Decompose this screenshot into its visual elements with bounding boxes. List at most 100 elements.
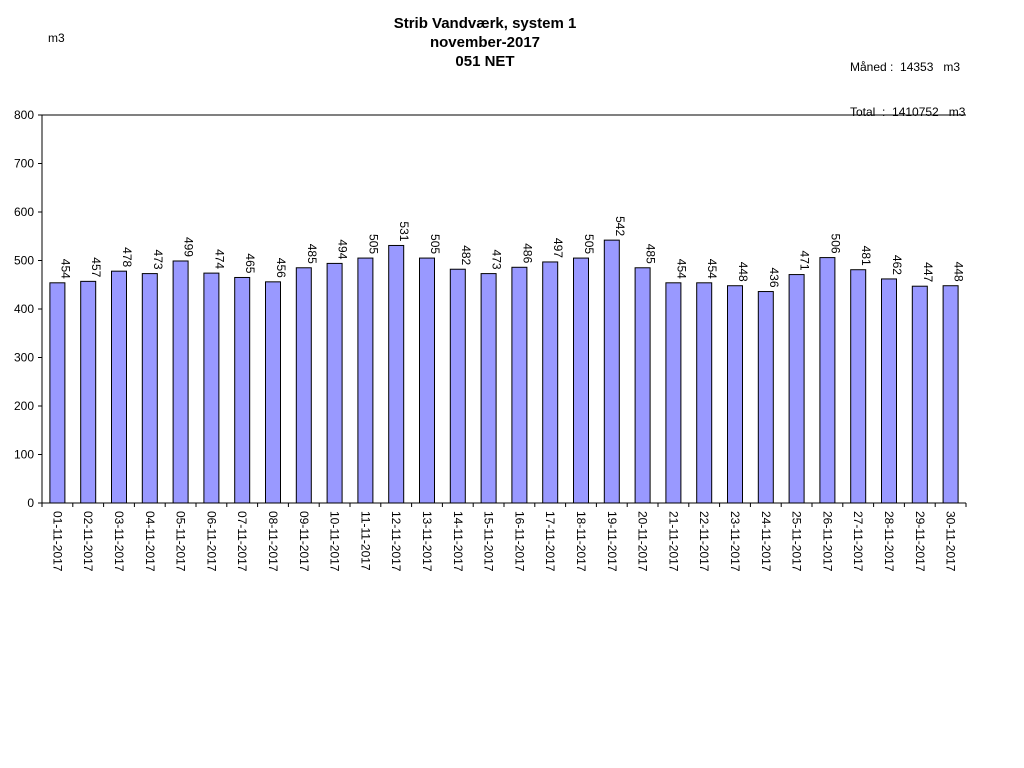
- bar: [788, 274, 805, 504]
- x-tick-label: 04-11-2017: [143, 511, 157, 572]
- bar: [419, 257, 435, 504]
- y-tick-label: 700: [14, 157, 34, 171]
- bar: [696, 282, 713, 504]
- bar: [727, 285, 743, 504]
- bar: [819, 257, 836, 504]
- bar: [634, 267, 651, 504]
- bar-value-label: 473: [151, 250, 165, 270]
- bar-value-label: 506: [828, 234, 842, 254]
- bar-value-label: 505: [428, 234, 442, 254]
- bar: [850, 269, 867, 504]
- y-tick-label: 0: [27, 496, 34, 510]
- bar-value-label: 465: [243, 253, 257, 273]
- y-axis-unit-label: m3: [48, 31, 65, 45]
- bar-value-label: 457: [89, 257, 103, 277]
- bar: [295, 267, 312, 504]
- bar: [80, 280, 97, 504]
- x-tick-label: 25-11-2017: [790, 511, 804, 572]
- x-tick-label: 14-11-2017: [451, 511, 465, 572]
- y-tick-label: 500: [14, 254, 34, 268]
- x-tick-label: 23-11-2017: [728, 511, 742, 572]
- x-tick-label: 05-11-2017: [174, 511, 188, 572]
- x-tick-label: 18-11-2017: [574, 511, 588, 572]
- bar-value-label: 473: [490, 250, 504, 270]
- x-tick-label: 12-11-2017: [389, 511, 403, 572]
- bar: [911, 285, 928, 504]
- x-tick-label: 07-11-2017: [235, 511, 249, 572]
- x-tick-label: 13-11-2017: [420, 511, 434, 572]
- bar: [388, 244, 405, 504]
- bar-value-label: 471: [798, 251, 812, 271]
- bar: [480, 273, 497, 504]
- bar-value-label: 454: [705, 259, 719, 279]
- x-tick-label: 26-11-2017: [820, 511, 834, 572]
- bar: [603, 239, 620, 504]
- bar: [881, 278, 897, 504]
- bar-value-label: 474: [212, 249, 226, 269]
- bar-value-label: 447: [921, 262, 935, 282]
- x-tick-label: 17-11-2017: [543, 511, 557, 572]
- x-tick-label: 03-11-2017: [112, 511, 126, 572]
- bar: [511, 266, 528, 504]
- bar-value-label: 478: [120, 247, 134, 267]
- bar-value-label: 494: [336, 239, 350, 259]
- x-tick-label: 15-11-2017: [482, 511, 496, 572]
- x-tick-label: 28-11-2017: [882, 511, 896, 572]
- x-tick-label: 01-11-2017: [50, 511, 64, 572]
- bar-value-label: 531: [397, 221, 411, 241]
- bar-value-label: 485: [644, 244, 658, 264]
- bar-value-label: 448: [736, 262, 750, 282]
- x-tick-label: 20-11-2017: [636, 511, 650, 572]
- bar: [573, 257, 589, 504]
- bar: [265, 281, 281, 504]
- bar-value-label: 499: [182, 237, 196, 257]
- bar: [757, 291, 774, 504]
- x-tick-label: 02-11-2017: [81, 511, 95, 572]
- y-tick-label: 300: [14, 351, 34, 365]
- bar-value-label: 481: [859, 246, 873, 266]
- y-tick-label: 200: [14, 399, 34, 413]
- chart-subtitle-2: 051 NET: [455, 53, 515, 70]
- y-tick-label: 100: [14, 448, 34, 462]
- month-total: Måned : 14353 m3: [850, 60, 961, 74]
- x-tick-label: 10-11-2017: [328, 511, 342, 572]
- y-tick-label: 600: [14, 205, 34, 219]
- bar-value-label: 456: [274, 258, 288, 278]
- bar-value-label: 485: [305, 244, 319, 264]
- bar-value-label: 454: [58, 259, 72, 279]
- bar-value-label: 505: [366, 234, 380, 254]
- x-tick-label: 22-11-2017: [697, 511, 711, 572]
- bar: [449, 268, 466, 504]
- x-tick-label: 19-11-2017: [605, 511, 619, 572]
- bar-value-label: 448: [952, 262, 966, 282]
- bar-value-label: 454: [674, 259, 688, 279]
- x-tick-label: 09-11-2017: [297, 511, 311, 572]
- bar: [665, 282, 682, 504]
- x-tick-label: 30-11-2017: [944, 511, 958, 572]
- x-tick-label: 24-11-2017: [759, 511, 773, 572]
- bar: [234, 276, 251, 504]
- chart-title-block: Strib Vandværk, system 1 november-2017 0…: [335, 14, 635, 71]
- x-tick-label: 16-11-2017: [512, 511, 526, 572]
- bar-value-label: 462: [890, 255, 904, 275]
- x-tick-label: 21-11-2017: [666, 511, 680, 572]
- bar-value-label: 505: [582, 234, 596, 254]
- bar: [357, 257, 374, 504]
- x-tick-label: 06-11-2017: [204, 511, 218, 572]
- bar: [942, 285, 959, 504]
- bar-value-label: 497: [551, 238, 565, 258]
- bar-value-label: 436: [767, 268, 781, 288]
- x-tick-label: 11-11-2017: [358, 511, 372, 571]
- bar: [111, 270, 127, 504]
- x-tick-label: 08-11-2017: [266, 511, 280, 572]
- bar-value-label: 486: [520, 243, 534, 263]
- chart-subtitle: november-2017: [429, 34, 541, 51]
- bar: [542, 261, 559, 504]
- y-tick-label: 800: [14, 108, 34, 122]
- bar: [141, 273, 158, 504]
- bar-value-label: 482: [459, 245, 473, 265]
- bar: [172, 260, 189, 504]
- chart-title: Strib Vandværk, system 1: [393, 15, 577, 32]
- y-tick-label: 400: [14, 302, 34, 316]
